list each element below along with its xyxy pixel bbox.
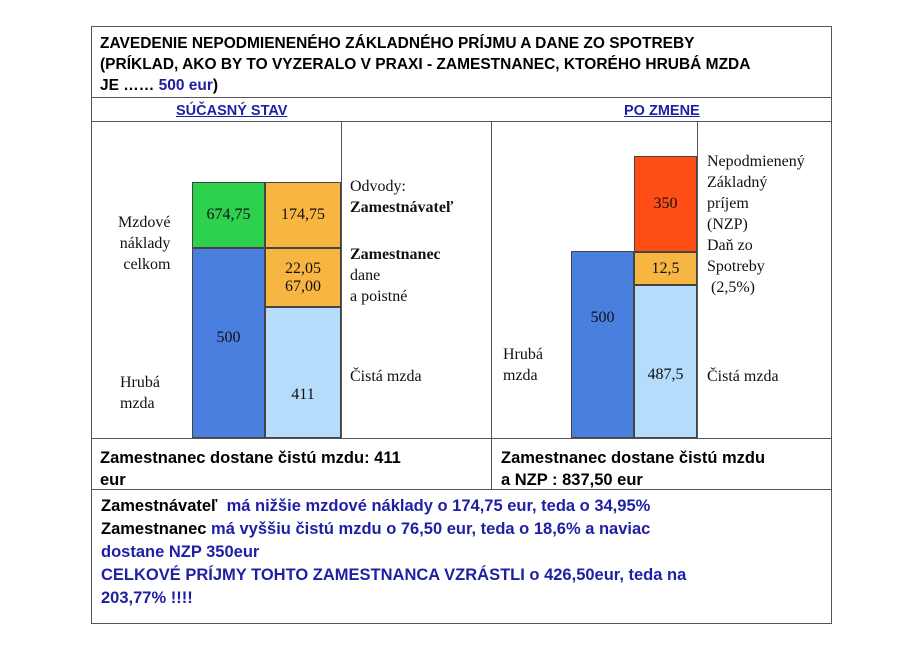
block-employer-cost-total: 674,75 [192,182,265,248]
value-487-5: 487,5 [647,366,684,383]
divider-heading [91,121,832,122]
label-mzdove: Mzdové [118,214,171,231]
summary-right-line-2: a NZP : 837,50 eur [501,471,643,489]
divider-title [91,97,832,98]
page-title: ZAVEDENIE NEPODMIENENÉHO ZÁKLADNÉHO PRÍJ… [100,33,840,96]
title-amount: 500 eur [158,77,213,94]
label-odvody: Odvody: [350,178,406,195]
value-22-05: 22,05 [285,259,321,277]
block-consumption-tax: 12,5 [634,252,697,285]
label-percent: (2,5%) [707,279,755,296]
summary-right-line-1: Zamestnanec dostane čistú mzdu [501,449,766,467]
label-prijem: príjem [707,195,749,212]
divider-footer [91,489,832,490]
label-mzda-left: mzda [120,395,155,412]
label-employee-taxes: Zamestnanec dane a poistné [350,244,441,307]
label-nzp: (NZP) [707,216,748,233]
divider-summary [91,438,832,439]
conclusion-line-3: dostane NZP 350eur [101,543,260,561]
block-employer-contributions: 174,75 [265,182,341,248]
value-500-left: 500 [216,329,241,346]
conclusion-employer: Zamestnávateľ [101,497,218,515]
conclusion: Zamestnávateľ má nižšie mzdové náklady o… [101,495,821,610]
label-hruba-left: Hrubá [120,374,160,391]
label-hruba-right: Hrubá [503,346,543,363]
label-zamestnavatel: Zamestnávateľ [350,199,454,216]
value-674-75: 674,75 [206,206,251,223]
value-500-right: 500 [590,309,615,326]
label-gross-wage-right: Hrubá mzda [503,344,543,386]
label-dan-zo: Daň zo [707,237,753,254]
heading-current-state: SÚČASNÝ STAV [176,103,288,119]
title-line-3-prefix: JE …… [100,77,159,94]
label-naklady: náklady [119,235,171,252]
summary-left-line-2: eur [100,471,126,489]
block-gross-wage: 500 [192,248,265,438]
title-line-3: JE …… 500 eur) [100,75,840,96]
title-line-1: ZAVEDENIE NEPODMIENENÉHO ZÁKLADNÉHO PRÍJ… [100,35,695,52]
conclusion-employee-text: má vyššiu čistú mzdu o 76,50 eur, teda o… [206,520,651,538]
summary-left: Zamestnanec dostane čistú mzdu: 411 eur [100,447,485,491]
divider-vertical [491,121,492,489]
label-net-wage-right: Čistá mzda [707,368,779,385]
right-inner-divider [697,121,698,438]
conclusion-line-1: Zamestnávateľ má nižšie mzdové náklady o… [101,495,821,518]
block-basic-income: 350 [634,156,697,252]
block-employee-contributions: 22,05 67,00 [265,248,341,307]
value-350: 350 [653,195,678,212]
value-411: 411 [291,386,315,403]
label-mzda-right: mzda [503,367,538,384]
label-nepodmieneny: Nepodmienený [707,153,805,170]
title-line-2: (PRÍKLAD, AKO BY TO VYZERALO V PRAXI - Z… [100,56,751,73]
conclusion-employee: Zamestnanec [101,520,207,538]
label-net-wage-left: Čistá mzda [350,368,422,385]
left-inner-divider [341,121,342,438]
heading-after-change: PO ZMENE [624,103,700,119]
conclusion-line-2: Zamestnanec má vyššiu čistú mzdu o 76,50… [101,518,821,541]
value-174-75: 174,75 [281,206,325,223]
label-contributions: Odvody: Zamestnávateľ [350,176,453,218]
block-net-wage-left: 411 [265,307,341,438]
label-zakladny: Základný [707,174,768,191]
conclusion-employer-text: má nižšie mzdové náklady o 174,75 eur, t… [217,497,651,515]
conclusion-line-4: CELKOVÉ PRÍJMY TOHTO ZAMESTNANCA VZRÁSTL… [101,566,687,584]
block-gross-wage-right: 500 [571,251,634,438]
label-gross-wage-left: Hrubá mzda [120,372,160,414]
value-12-5: 12,5 [651,259,680,277]
label-a-poistne: a poistné [350,288,408,305]
label-spotreby: Spotreby [707,258,765,275]
outer-frame [91,26,832,624]
block-net-wage-right: 487,5 [634,285,697,438]
value-67-00: 67,00 [285,277,321,295]
summary-right: Zamestnanec dostane čistú mzdu a NZP : 8… [501,447,826,491]
conclusion-line-5: 203,77% !!!! [101,589,193,607]
label-basic-income: Nepodmienený Základný príjem (NZP) Daň z… [707,151,805,298]
summary-left-line-1: Zamestnanec dostane čistú mzdu: 411 [100,449,401,467]
title-line-3-suffix: ) [212,77,219,94]
label-total-wage-costs: Mzdové náklady celkom [118,212,170,275]
label-zamestnanec: Zamestnanec [350,246,441,263]
label-dane: dane [350,267,381,284]
label-celkom: celkom [123,256,171,273]
